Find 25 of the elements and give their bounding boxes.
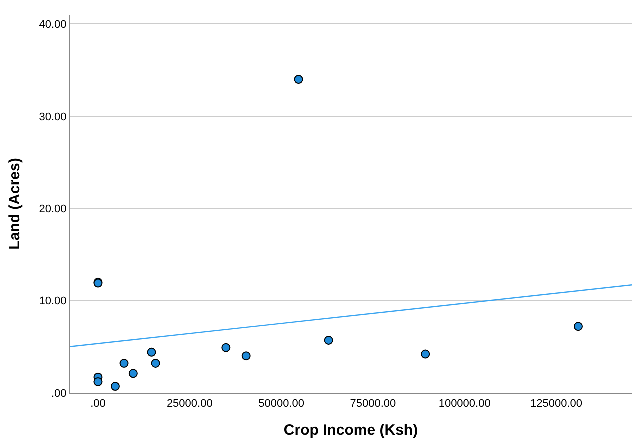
x-tick-label: 100000.00 — [438, 398, 491, 410]
y-axis-title: Land (Acres) — [6, 158, 24, 250]
y-tick-label: 30.00 — [39, 111, 67, 124]
y-tick-label: 10.00 — [39, 296, 67, 308]
y-tick-label: .00 — [52, 388, 67, 400]
x-axis-title: Crop Income (Ksh) — [284, 422, 418, 440]
point — [94, 377, 103, 386]
x-tick-label: 75000.00 — [350, 398, 396, 410]
point — [120, 359, 129, 368]
point — [242, 352, 251, 361]
point — [110, 382, 120, 392]
point — [128, 369, 138, 378]
point — [421, 350, 430, 359]
x-tick-label: .00 — [90, 398, 106, 410]
point — [574, 322, 583, 332]
x-tick-label: 50000.00 — [258, 398, 304, 410]
x-tick-label: 125000.00 — [530, 398, 582, 410]
point — [294, 75, 304, 84]
point — [147, 348, 156, 357]
y-tick-label: 40.00 — [39, 19, 67, 32]
x-tick-label: 25000.00 — [166, 398, 213, 410]
point — [222, 343, 231, 352]
point — [151, 359, 160, 368]
y-tick-label: 20.00 — [39, 203, 67, 216]
point — [324, 336, 334, 345]
